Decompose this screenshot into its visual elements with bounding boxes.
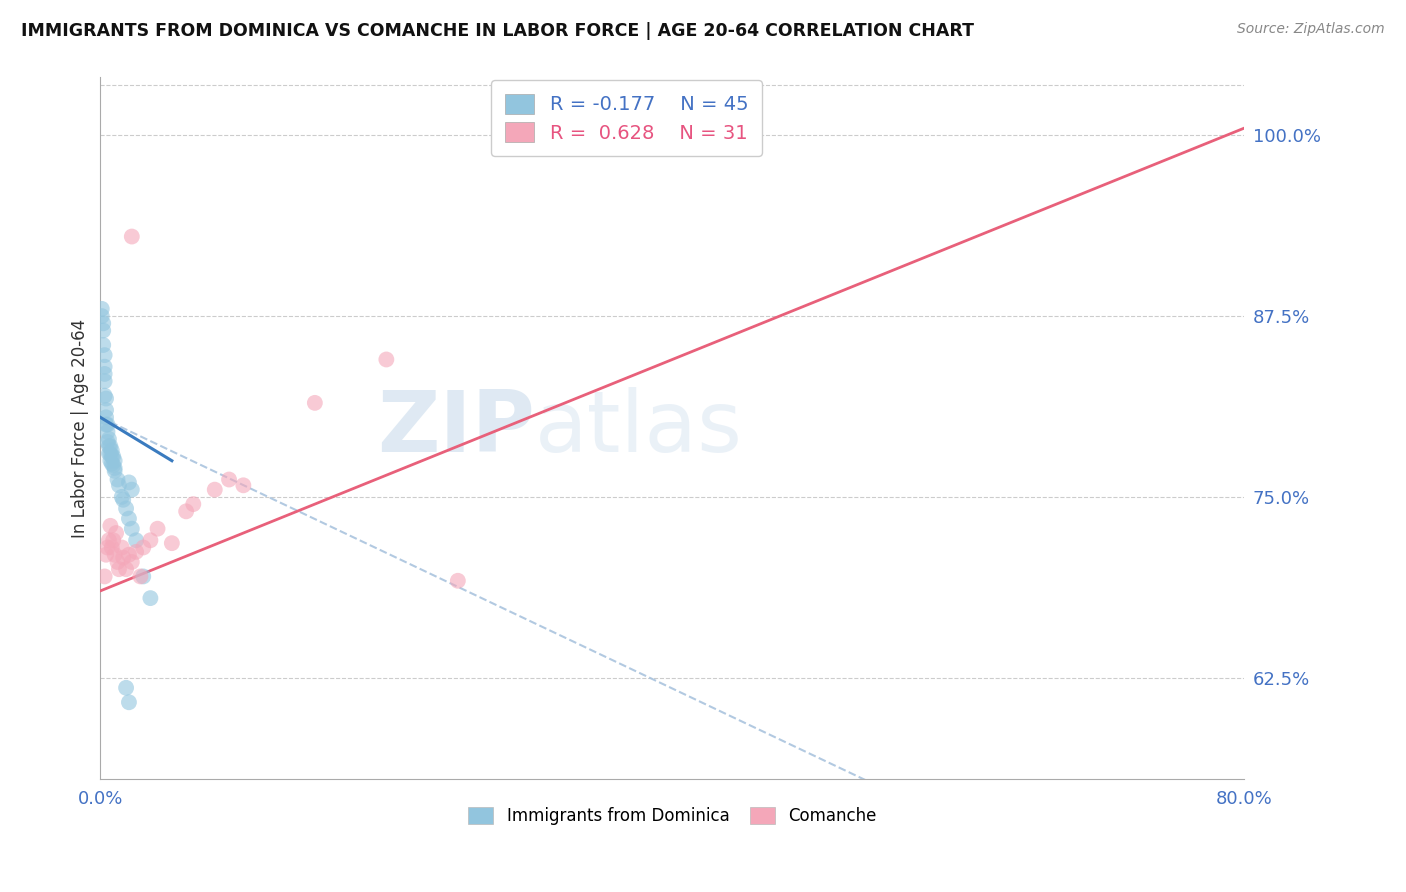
Point — [139, 533, 162, 548]
Point — [125, 545, 148, 559]
Point — [103, 533, 125, 548]
Point — [125, 533, 148, 548]
Point — [375, 352, 398, 367]
Point — [104, 464, 127, 478]
Point — [97, 446, 120, 460]
Point — [108, 562, 131, 576]
Point — [118, 548, 141, 562]
Point — [93, 374, 115, 388]
Point — [132, 541, 155, 555]
Point — [121, 483, 143, 497]
Text: atlas: atlas — [536, 386, 744, 470]
Point — [204, 483, 226, 497]
Point — [115, 681, 138, 695]
Point — [90, 301, 112, 316]
Point — [91, 324, 114, 338]
Point — [96, 434, 118, 449]
Point — [94, 392, 117, 406]
Point — [118, 695, 141, 709]
Point — [139, 591, 162, 606]
Point — [91, 316, 114, 330]
Point — [97, 439, 120, 453]
Point — [101, 541, 124, 555]
Point — [115, 562, 138, 576]
Point — [94, 417, 117, 432]
Point — [101, 443, 124, 458]
Point — [108, 478, 131, 492]
Point — [111, 541, 134, 555]
Point — [98, 446, 121, 460]
Point — [98, 454, 121, 468]
Point — [96, 417, 118, 432]
Point — [121, 522, 143, 536]
Point — [112, 550, 135, 565]
Point — [107, 555, 129, 569]
Y-axis label: In Labor Force | Age 20-64: In Labor Force | Age 20-64 — [72, 318, 89, 538]
Point — [93, 569, 115, 583]
Point — [104, 461, 127, 475]
Point — [115, 501, 138, 516]
Point — [101, 457, 124, 471]
Point — [104, 548, 127, 562]
Point — [98, 518, 121, 533]
Point — [174, 504, 197, 518]
Point — [91, 338, 114, 352]
Point — [218, 473, 240, 487]
Point — [93, 367, 115, 381]
Point — [94, 403, 117, 417]
Point — [103, 450, 125, 464]
Point — [93, 348, 115, 362]
Point — [103, 458, 125, 472]
Point — [121, 555, 143, 569]
Point — [129, 569, 152, 583]
Point — [146, 522, 169, 536]
Point — [104, 454, 127, 468]
Point — [160, 536, 183, 550]
Point — [107, 473, 129, 487]
Text: ZIP: ZIP — [377, 386, 536, 470]
Point — [94, 410, 117, 425]
Point — [105, 526, 128, 541]
Point — [111, 490, 134, 504]
Point — [304, 396, 326, 410]
Legend: Immigrants from Dominica, Comanche: Immigrants from Dominica, Comanche — [460, 799, 884, 834]
Point — [118, 475, 141, 490]
Point — [96, 541, 118, 555]
Point — [181, 497, 204, 511]
Text: Source: ZipAtlas.com: Source: ZipAtlas.com — [1237, 22, 1385, 37]
Point — [98, 439, 121, 453]
Point — [121, 229, 143, 244]
Point — [93, 359, 115, 374]
Point — [132, 569, 155, 583]
Point — [97, 432, 120, 446]
Point — [118, 511, 141, 525]
Point — [112, 492, 135, 507]
Point — [90, 309, 112, 323]
Point — [93, 389, 115, 403]
Point — [101, 450, 124, 464]
Point — [94, 548, 117, 562]
Point — [232, 478, 254, 492]
Point — [96, 425, 118, 439]
Text: IMMIGRANTS FROM DOMINICA VS COMANCHE IN LABOR FORCE | AGE 20-64 CORRELATION CHAR: IMMIGRANTS FROM DOMINICA VS COMANCHE IN … — [21, 22, 974, 40]
Point — [447, 574, 470, 588]
Point — [97, 533, 120, 548]
